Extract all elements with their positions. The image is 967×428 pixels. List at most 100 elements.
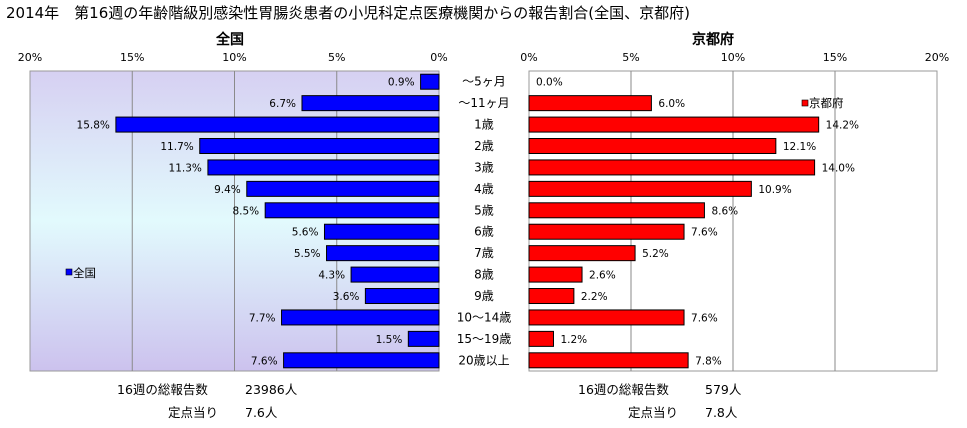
tick-labels-kyoto: 0% 5% 10% 15% 20%	[520, 51, 949, 64]
category-label: 8歳	[474, 268, 494, 282]
bar-zenkoku	[301, 95, 440, 112]
panel-kyoto: 京都府 0% 5% 10% 15% 20% 0.0% 6.0% 14.2% 12.1% 14.0…	[520, 31, 949, 372]
tick-label-kyoto: 5%	[622, 51, 639, 64]
footer-right-total-label: 16週の総報告数	[578, 382, 669, 397]
tick-label-kyoto: 15%	[823, 51, 847, 64]
category-label: ～11ヶ月	[458, 96, 509, 110]
bar-kyoto	[528, 159, 816, 176]
footer-left-total-label: 16週の総報告数	[117, 382, 208, 397]
data-label-kyoto: 8.6%	[711, 205, 738, 217]
tick-label-kyoto: 0%	[520, 51, 537, 64]
footer: 16週の総報告数 23986人 定点当り 7.6人 16週の総報告数 579人 …	[117, 382, 742, 420]
bar-kyoto	[528, 180, 752, 197]
category-label: 1歳	[474, 118, 494, 132]
data-label-kyoto: 6.0%	[658, 98, 685, 110]
bar-kyoto	[528, 309, 685, 326]
data-labels-kyoto: 0.0% 6.0% 14.2% 12.1% 14.0% 10.9% 8.6% 7.6% 5.2%…	[536, 77, 859, 368]
category-label: 3歳	[474, 160, 494, 174]
bar-zenkoku	[407, 330, 440, 347]
category-label: 9歳	[474, 289, 494, 303]
category-label: 15～19歳	[457, 332, 512, 346]
bar-kyoto	[528, 245, 636, 262]
data-label-kyoto: 2.2%	[581, 291, 608, 303]
category-axis: ～5ヶ月 ～11ヶ月 1歳 2歳 3歳 4歳 5歳 6歳 7歳 8歳 9歳 10～14歳 15～19歳 2…	[457, 75, 512, 368]
data-label-kyoto: 12.1%	[783, 141, 816, 153]
legend-swatch-zenkoku	[65, 268, 73, 276]
legend-label-kyoto: 京都府	[809, 96, 844, 110]
bar-zenkoku	[207, 159, 440, 176]
footer-left-total-value: 23986人	[245, 382, 298, 397]
data-label-zenkoku: 9.4%	[214, 184, 241, 196]
legend-label-zenkoku: 全国	[73, 266, 96, 280]
bars-zenkoku	[115, 73, 440, 369]
data-label-kyoto: 14.0%	[822, 162, 855, 174]
data-label-zenkoku: 6.7%	[269, 98, 296, 110]
category-label: 20歳以上	[458, 353, 509, 367]
category-label: 6歳	[474, 225, 494, 239]
bar-zenkoku	[281, 309, 440, 326]
bar-kyoto	[528, 138, 777, 155]
data-label-zenkoku: 1.5%	[376, 334, 403, 346]
bar-kyoto	[528, 352, 689, 369]
legend-zenkoku: 全国	[65, 266, 96, 280]
bar-zenkoku	[264, 202, 440, 219]
category-label: ～5ヶ月	[462, 75, 506, 89]
bar-kyoto	[528, 266, 583, 283]
footer-right-per-label: 定点当り	[628, 405, 678, 420]
bar-kyoto	[528, 288, 575, 305]
category-label: 7歳	[474, 246, 494, 260]
bar-zenkoku	[364, 288, 440, 305]
data-label-kyoto: 0.0%	[536, 77, 563, 89]
data-label-kyoto: 10.9%	[758, 184, 791, 196]
data-label-zenkoku: 5.5%	[294, 248, 321, 260]
data-label-zenkoku: 5.6%	[292, 227, 319, 239]
data-label-kyoto: 7.8%	[695, 355, 722, 367]
data-label-kyoto: 2.6%	[589, 270, 616, 282]
bar-zenkoku	[326, 245, 440, 262]
legend-kyoto: 京都府	[801, 96, 844, 110]
panel-title-kyoto: 京都府	[692, 31, 734, 48]
tick-label-kyoto: 20%	[925, 51, 949, 64]
data-label-zenkoku: 8.5%	[232, 205, 259, 217]
chart-title: 2014年 第16週の年齢階級別感染性胃腸炎患者の小児科定点医療機関からの報告割…	[6, 4, 690, 22]
tick-label-zenkoku: 15%	[120, 51, 144, 64]
data-label-kyoto: 1.2%	[560, 334, 587, 346]
footer-right-total-value: 579人	[705, 382, 742, 397]
data-label-zenkoku: 0.9%	[388, 77, 415, 89]
bar-zenkoku	[199, 138, 440, 155]
panel-title-zenkoku: 全国	[215, 31, 244, 48]
data-label-kyoto: 14.2%	[826, 120, 859, 132]
tick-label-kyoto: 10%	[721, 51, 745, 64]
bar-zenkoku	[115, 116, 440, 133]
footer-right-per-value: 7.8人	[705, 405, 738, 420]
category-label: 10～14歳	[457, 310, 512, 324]
tick-label-zenkoku: 0%	[430, 51, 447, 64]
bar-kyoto	[528, 95, 652, 112]
bar-kyoto	[528, 330, 554, 347]
footer-left-per-label: 定点当り	[168, 405, 218, 420]
data-labels-zenkoku: 0.9% 6.7% 15.8% 11.7% 11.3% 9.4% 8.5% 5.6% 5.5% 4…	[77, 77, 415, 368]
bar-zenkoku	[283, 352, 440, 369]
tick-labels-zenkoku: 0% 5% 10% 15% 20%	[18, 51, 448, 64]
data-label-kyoto: 5.2%	[642, 248, 669, 260]
data-label-zenkoku: 7.7%	[249, 312, 276, 324]
tick-label-zenkoku: 10%	[222, 51, 246, 64]
data-label-zenkoku: 11.3%	[169, 162, 202, 174]
bar-zenkoku	[420, 73, 440, 90]
data-label-kyoto: 7.6%	[691, 227, 718, 239]
bar-kyoto	[528, 116, 820, 133]
data-label-zenkoku: 4.3%	[318, 270, 345, 282]
bar-zenkoku	[350, 266, 440, 283]
data-label-zenkoku: 7.6%	[251, 355, 278, 367]
bar-kyoto	[528, 223, 685, 240]
panel-zenkoku: 全国 0% 5% 10% 15% 20% 0.9% 6.7% 15.8% 11.7% 11.3%…	[18, 31, 448, 372]
bars-kyoto	[528, 95, 820, 369]
tick-label-zenkoku: 5%	[328, 51, 345, 64]
data-label-zenkoku: 11.7%	[160, 141, 193, 153]
bar-kyoto	[528, 202, 705, 219]
category-label: 5歳	[474, 203, 494, 217]
tick-label-zenkoku: 20%	[18, 51, 42, 64]
data-label-kyoto: 7.6%	[691, 312, 718, 324]
